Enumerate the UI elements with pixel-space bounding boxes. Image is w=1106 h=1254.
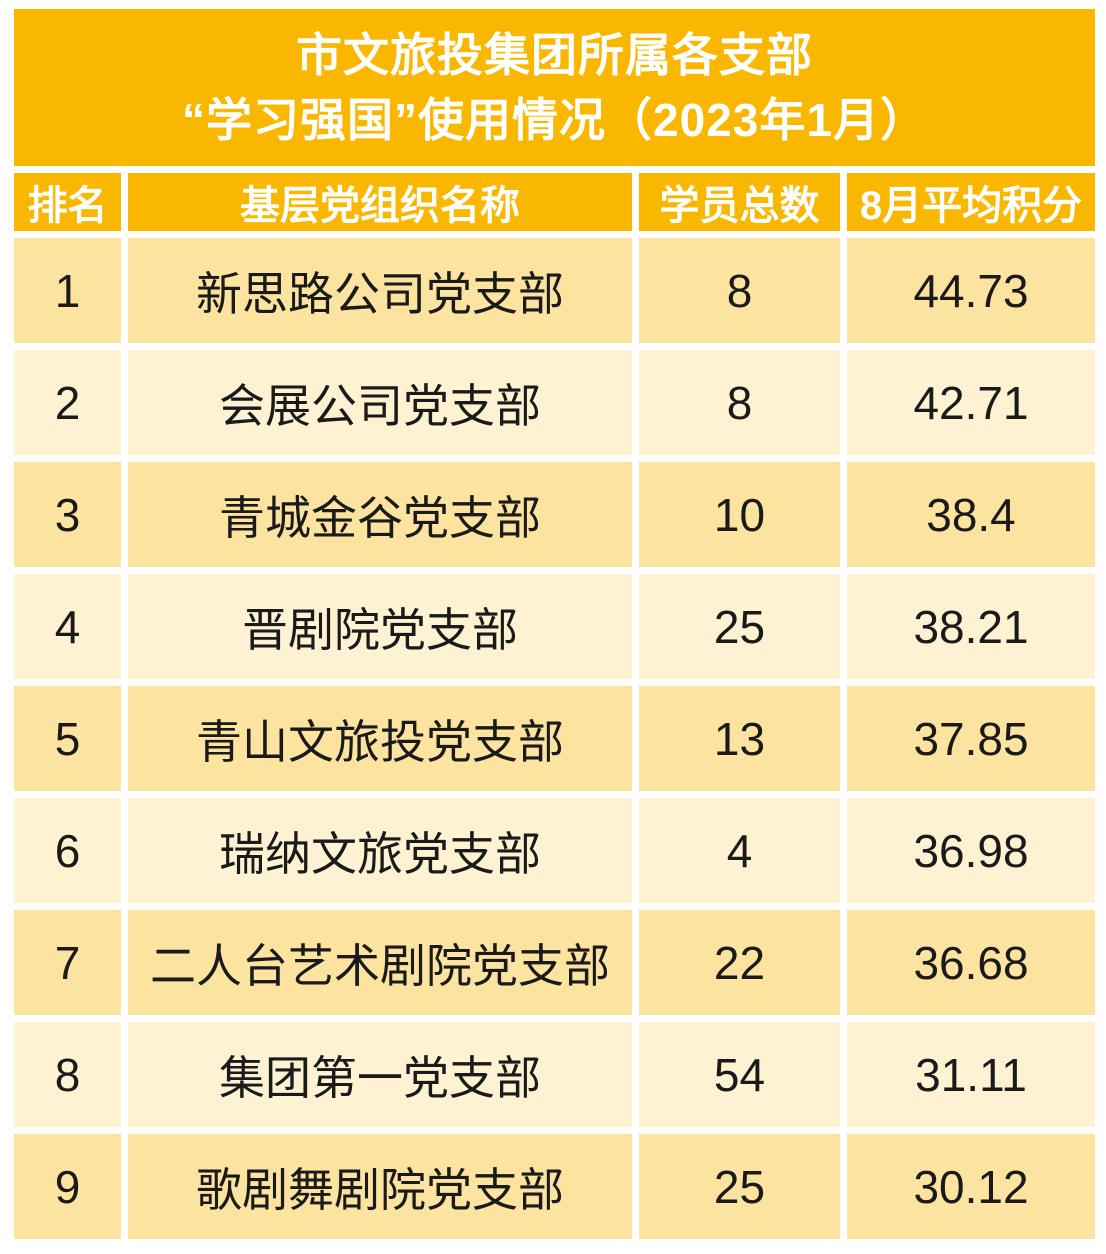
org-name-cell: 瑞纳文旅党支部 <box>128 798 632 903</box>
rank-cell: 9 <box>14 1134 121 1239</box>
score-cell: 36.98 <box>847 798 1095 903</box>
org-name-cell: 青城金谷党支部 <box>128 462 632 567</box>
org-name-cell: 会展公司党支部 <box>128 350 632 455</box>
rank-cell: 4 <box>14 574 121 679</box>
score-cell: 42.71 <box>847 350 1095 455</box>
members-cell: 22 <box>639 910 840 1015</box>
header-rank: 排名 <box>14 173 121 231</box>
members-cell: 13 <box>639 686 840 791</box>
score-cell: 30.12 <box>847 1134 1095 1239</box>
rank-cell: 3 <box>14 462 121 567</box>
members-cell: 54 <box>639 1022 840 1127</box>
rank-cell: 8 <box>14 1022 121 1127</box>
rank-cell: 1 <box>14 238 121 343</box>
ranking-sheet: 市文旅投集团所属各支部 “学习强国”使用情况（2023年1月） 排名 基层党组织… <box>14 9 1095 1239</box>
title-line-1: 市文旅投集团所属各支部 <box>296 28 813 81</box>
header-score: 8月平均积分 <box>847 173 1095 231</box>
members-cell: 25 <box>639 1134 840 1239</box>
org-name-cell: 集团第一党支部 <box>128 1022 632 1127</box>
rank-cell: 7 <box>14 910 121 1015</box>
rank-cell: 5 <box>14 686 121 791</box>
rank-cell: 2 <box>14 350 121 455</box>
score-cell: 44.73 <box>847 238 1095 343</box>
members-cell: 10 <box>639 462 840 567</box>
members-cell: 4 <box>639 798 840 903</box>
org-name-cell: 青山文旅投党支部 <box>128 686 632 791</box>
table-title: 市文旅投集团所属各支部 “学习强国”使用情况（2023年1月） <box>14 9 1095 166</box>
org-name-cell: 歌剧舞剧院党支部 <box>128 1134 632 1239</box>
score-cell: 31.11 <box>847 1022 1095 1127</box>
org-name-cell: 新思路公司党支部 <box>128 238 632 343</box>
score-cell: 38.4 <box>847 462 1095 567</box>
header-org: 基层党组织名称 <box>128 173 632 231</box>
members-cell: 8 <box>639 350 840 455</box>
score-cell: 38.21 <box>847 574 1095 679</box>
score-cell: 36.68 <box>847 910 1095 1015</box>
rank-cell: 6 <box>14 798 121 903</box>
org-name-cell: 晋剧院党支部 <box>128 574 632 679</box>
members-cell: 25 <box>639 574 840 679</box>
usage-table: 排名 基层党组织名称 学员总数 8月平均积分 1 新思路公司党支部 8 44.7… <box>14 173 1095 1239</box>
title-line-2: “学习强国”使用情况（2023年1月） <box>182 93 927 146</box>
members-cell: 8 <box>639 238 840 343</box>
org-name-cell: 二人台艺术剧院党支部 <box>128 910 632 1015</box>
score-cell: 37.85 <box>847 686 1095 791</box>
header-members: 学员总数 <box>639 173 840 231</box>
